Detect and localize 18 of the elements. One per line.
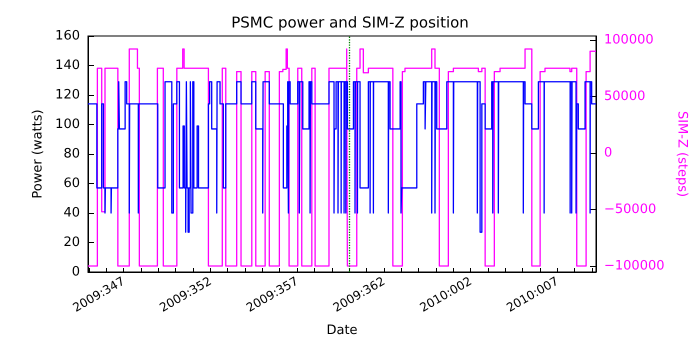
y-tick-label: 160 <box>55 28 80 44</box>
y-tick-label: 0 <box>72 264 80 280</box>
y-tick-label: 40 <box>63 206 80 220</box>
y2-tick-label: 100000 <box>604 32 654 48</box>
y2-tick-label: −50000 <box>604 202 656 217</box>
y2-tick-label: 0 <box>604 145 612 160</box>
chart-title: PSMC power and SIM-Z position <box>231 14 469 32</box>
y-tick-label: 100 <box>55 117 80 132</box>
y-tick-label: 20 <box>63 235 80 250</box>
y-axis-title: Power (watts) <box>30 109 46 199</box>
y-tick-label: 140 <box>55 58 80 73</box>
y2-axis-title: SIM-Z (steps) <box>674 110 690 198</box>
y-tick-label: 120 <box>55 88 80 102</box>
x-axis-title: Date <box>326 323 358 338</box>
y2-tick-label: −100000 <box>604 258 665 274</box>
y2-tick-label: 50000 <box>604 88 646 104</box>
y-tick-label: 80 <box>63 146 80 162</box>
y-tick-label: 60 <box>63 176 80 191</box>
